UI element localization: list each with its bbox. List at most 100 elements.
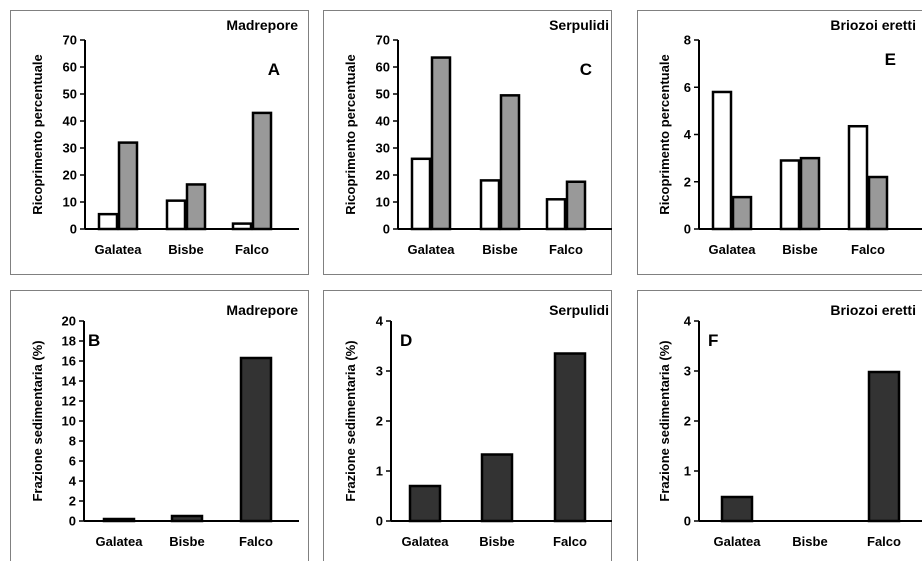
bar-d-bisbe-s1 [480, 453, 514, 523]
chart-panel-b: 0 2 4 6 8 10 12 14 16 18 20 Galatea Bisbe Falco Madrep… [10, 290, 309, 561]
y-axis-label: Frazione sedimentaria (%) [30, 340, 45, 501]
y-axis-label: Ricoprimento percentuale [30, 54, 45, 214]
chart-title: Madrepore [226, 302, 298, 318]
chart-title: Briozoi eretti [830, 17, 916, 33]
y-tick-label: 18 [62, 334, 76, 349]
bar-e-galatea-s2 [731, 195, 753, 231]
y-tick-label: 3 [376, 364, 383, 379]
bar-e-falco-s1 [847, 124, 869, 231]
bar-c-falco-s1 [545, 198, 567, 231]
x-tick-label: Falco [549, 242, 583, 257]
chart-panel-a: 0 10 20 30 40 50 60 70 Galatea Bisbe Falco Madrepor… [10, 10, 309, 275]
x-tick-label: Falco [553, 534, 587, 549]
chart-title: Madrepore [226, 17, 298, 33]
chart-panel-d: 0 1 2 3 4 Galatea Bisbe Falco Serpulidi D Frazione… [323, 290, 612, 561]
y-tick-label: 8 [684, 33, 691, 48]
bar-c-bisbe-s2 [499, 94, 521, 231]
y-tick-label: 2 [376, 414, 383, 429]
panel-letter: D [400, 331, 412, 350]
x-tick-label: Galatea [714, 534, 762, 549]
y-tick-label: 20 [376, 168, 390, 183]
bar-a-bisbe-s2 [185, 183, 207, 231]
y-tick-label: 1 [684, 464, 691, 479]
panel-letter: C [580, 60, 592, 79]
x-tick-label: Falco [851, 242, 885, 257]
bar-f-galatea-s1 [720, 495, 754, 523]
bar-f-falco-s1 [867, 370, 901, 523]
bar-c-falco-s2 [565, 180, 587, 231]
y-axis-label: Ricoprimento percentuale [657, 54, 672, 214]
x-tick-label: Bisbe [479, 534, 514, 549]
x-tick-label: Galatea [408, 242, 456, 257]
x-tick-label: Falco [235, 242, 269, 257]
y-axis-label: Frazione sedimentaria (%) [343, 340, 358, 501]
y-tick-label: 60 [63, 60, 77, 75]
y-tick-label: 12 [62, 394, 76, 409]
x-tick-label: Bisbe [482, 242, 517, 257]
y-tick-label: 3 [684, 364, 691, 379]
y-tick-label: 6 [69, 454, 76, 469]
y-tick-label: 10 [63, 195, 77, 210]
y-tick-label: 70 [376, 33, 390, 48]
y-tick-label: 30 [63, 141, 77, 156]
y-tick-label: 0 [684, 222, 691, 237]
y-tick-label: 14 [62, 374, 77, 389]
bar-d-galatea-s1 [408, 484, 442, 523]
y-tick-label: 4 [684, 314, 692, 329]
bar-c-bisbe-s1 [479, 179, 501, 231]
chart-title: Serpulidi [549, 17, 609, 33]
x-tick-label: Bisbe [169, 534, 204, 549]
panel-letter: B [88, 331, 100, 350]
y-tick-label: 70 [63, 33, 77, 48]
y-tick-label: 1 [376, 464, 383, 479]
y-tick-label: 6 [684, 80, 691, 95]
y-tick-label: 0 [376, 514, 383, 529]
bar-a-falco-s2 [251, 111, 273, 231]
y-tick-label: 30 [376, 141, 390, 156]
bar-e-bisbe-s1 [779, 159, 801, 231]
y-tick-label: 60 [376, 60, 390, 75]
panel-letter: F [708, 331, 718, 350]
chart-panel-f: 0 1 2 3 4 Galatea Bisbe Falco Briozoi eretti F Fra… [637, 290, 922, 561]
x-tick-label: Bisbe [168, 242, 203, 257]
x-tick-label: Galatea [96, 534, 144, 549]
x-tick-label: Falco [867, 534, 901, 549]
y-tick-label: 20 [62, 314, 76, 329]
x-tick-label: Bisbe [782, 242, 817, 257]
panel-letter: A [268, 60, 280, 79]
y-axis-label: Frazione sedimentaria (%) [657, 340, 672, 501]
bar-a-galatea-s1 [97, 212, 119, 231]
y-tick-label: 0 [70, 222, 77, 237]
y-tick-label: 0 [69, 514, 76, 529]
panel-letter: E [885, 50, 896, 69]
bar-d-falco-s1 [553, 352, 587, 523]
y-tick-label: 8 [69, 434, 76, 449]
y-tick-label: 40 [63, 114, 77, 129]
chart-panel-e: 0 2 4 6 8 Galatea Bisbe Falco Briozoi eretti E Ric… [637, 10, 922, 275]
y-tick-label: 0 [684, 514, 691, 529]
bar-b-falco-s1 [239, 356, 273, 523]
x-tick-label: Galatea [709, 242, 757, 257]
bar-c-galatea-s1 [410, 157, 432, 231]
x-tick-label: Falco [239, 534, 273, 549]
y-tick-label: 2 [684, 414, 691, 429]
chart-panel-c: 0 10 20 30 40 50 60 70 Galatea Bisbe Falco Serpulid… [323, 10, 612, 275]
x-tick-label: Bisbe [792, 534, 827, 549]
y-tick-label: 2 [69, 494, 76, 509]
y-tick-label: 50 [63, 87, 77, 102]
y-tick-label: 50 [376, 87, 390, 102]
x-tick-label: Galatea [402, 534, 450, 549]
panel-frame [637, 10, 922, 275]
bar-c-galatea-s2 [430, 56, 452, 231]
chart-title: Serpulidi [549, 302, 609, 318]
y-tick-label: 0 [383, 222, 390, 237]
bar-e-bisbe-s2 [799, 156, 821, 231]
bar-a-bisbe-s1 [165, 199, 187, 231]
y-tick-label: 4 [376, 314, 384, 329]
y-tick-label: 2 [684, 174, 691, 189]
y-tick-label: 4 [69, 474, 77, 489]
bar-e-falco-s2 [867, 175, 889, 231]
y-axis-label: Ricoprimento percentuale [343, 54, 358, 214]
y-tick-label: 40 [376, 114, 390, 129]
